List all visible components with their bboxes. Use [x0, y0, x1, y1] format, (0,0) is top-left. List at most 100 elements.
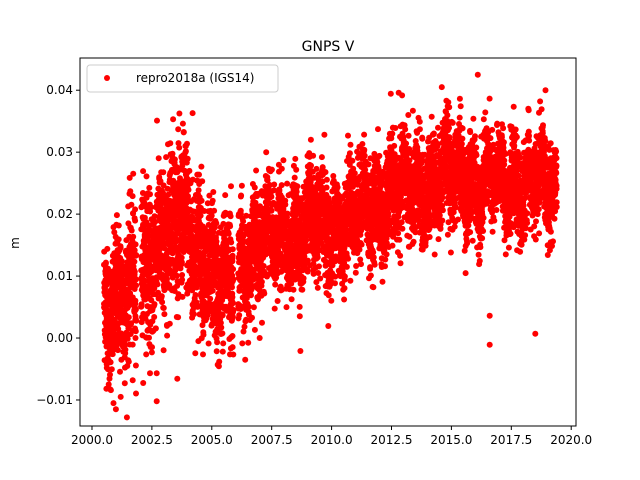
data-point	[177, 175, 183, 182]
data-point	[186, 167, 193, 174]
data-points-layer	[101, 71, 560, 421]
data-point	[165, 223, 172, 229]
data-point	[154, 117, 160, 124]
data-point	[402, 126, 409, 133]
data-point	[361, 152, 368, 159]
data-point	[325, 292, 332, 299]
data-point	[109, 351, 116, 358]
data-point	[399, 225, 406, 232]
data-point	[229, 344, 236, 351]
data-point	[251, 326, 258, 333]
data-point	[230, 351, 237, 358]
data-point	[230, 266, 237, 273]
data-point	[108, 366, 115, 373]
data-point	[367, 272, 374, 279]
data-point	[245, 339, 252, 346]
data-point	[379, 278, 386, 285]
data-point	[131, 268, 138, 275]
data-point	[396, 236, 403, 243]
data-point	[353, 263, 360, 269]
data-point	[126, 174, 133, 181]
data-point	[127, 188, 134, 195]
data-point	[271, 187, 277, 194]
data-point	[165, 191, 172, 198]
data-point	[115, 222, 122, 229]
data-point	[383, 251, 390, 258]
chart-title: GNPS V	[302, 39, 355, 55]
data-point	[436, 212, 443, 219]
data-point	[192, 350, 199, 357]
data-point	[357, 256, 364, 263]
data-point	[171, 156, 178, 163]
data-point	[292, 155, 299, 162]
data-point	[219, 348, 226, 355]
data-point	[130, 233, 137, 240]
data-point	[210, 229, 217, 236]
data-point	[132, 206, 139, 213]
data-point	[225, 230, 232, 237]
data-point	[362, 166, 369, 173]
data-point	[253, 167, 260, 174]
data-point	[133, 282, 140, 289]
data-point	[252, 199, 259, 206]
data-point	[219, 312, 226, 319]
data-point	[196, 171, 202, 178]
data-point	[319, 164, 326, 171]
data-point	[316, 263, 322, 270]
data-point	[229, 333, 236, 339]
data-point	[346, 150, 353, 157]
data-point	[345, 132, 351, 139]
data-point	[371, 261, 378, 268]
data-point	[382, 263, 388, 270]
data-point	[430, 130, 437, 137]
data-point	[133, 390, 139, 397]
data-point	[259, 319, 265, 326]
data-point	[211, 207, 218, 214]
data-point	[192, 292, 199, 298]
data-point	[288, 280, 295, 287]
data-point	[318, 154, 325, 161]
data-point	[132, 328, 139, 335]
data-point	[200, 331, 207, 338]
data-point	[330, 173, 337, 179]
data-point	[334, 184, 341, 191]
data-point	[323, 176, 330, 183]
data-point	[271, 305, 278, 312]
data-point	[173, 272, 180, 279]
data-point	[179, 162, 186, 169]
data-point	[299, 286, 306, 293]
data-point	[209, 287, 216, 294]
data-point	[128, 201, 135, 208]
data-point	[261, 290, 268, 297]
data-point	[118, 258, 125, 265]
data-point	[143, 351, 150, 358]
data-point	[102, 259, 109, 266]
data-point	[322, 169, 329, 176]
data-point	[304, 257, 311, 264]
data-point	[184, 140, 190, 147]
data-point	[397, 252, 404, 259]
data-point	[213, 220, 220, 227]
data-point	[133, 317, 140, 324]
data-point	[159, 299, 166, 306]
data-point	[239, 340, 246, 347]
data-point	[146, 334, 152, 341]
data-point	[132, 297, 139, 304]
data-point	[258, 278, 265, 285]
data-point	[164, 332, 171, 339]
data-point	[268, 193, 275, 200]
data-point	[325, 323, 332, 329]
data-point	[304, 230, 311, 237]
data-point	[416, 126, 423, 133]
data-point	[431, 251, 438, 258]
data-point	[139, 190, 146, 196]
data-point	[151, 301, 158, 308]
data-point	[268, 207, 275, 214]
data-point	[179, 293, 186, 300]
data-point	[215, 363, 222, 370]
data-point	[182, 148, 189, 155]
data-point	[251, 276, 257, 283]
data-point	[143, 173, 150, 180]
data-point	[117, 368, 123, 375]
data-point	[249, 314, 255, 321]
